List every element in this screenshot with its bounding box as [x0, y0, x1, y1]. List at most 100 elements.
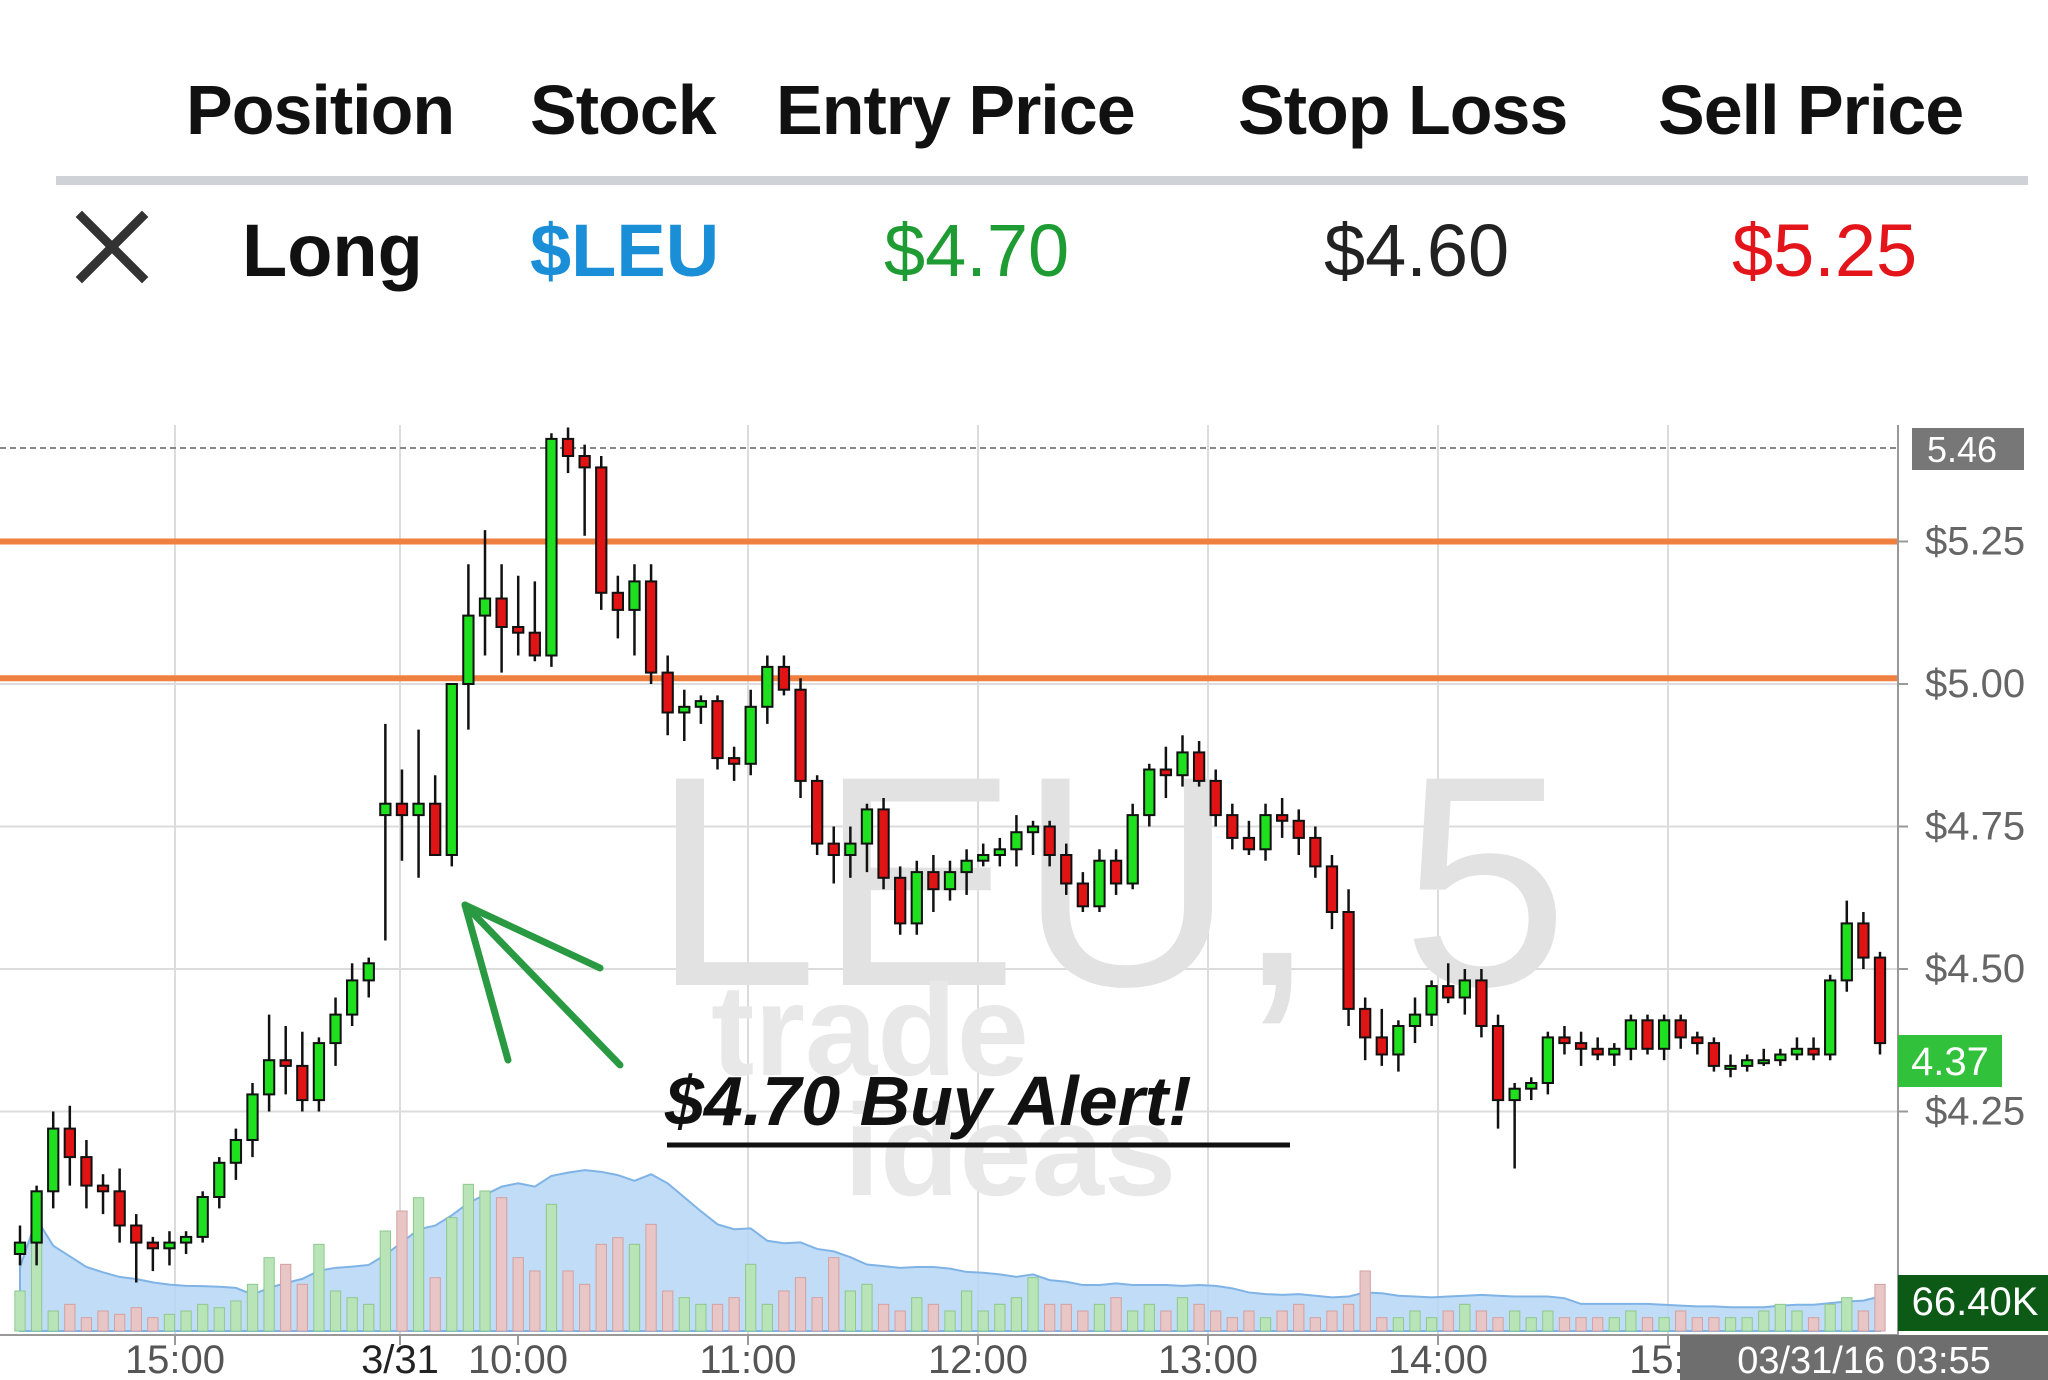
candle: [429, 775, 442, 857]
time-tick-label: 15:00: [125, 1338, 225, 1380]
volume-bar: [479, 1190, 491, 1332]
candle-body: [47, 1127, 60, 1193]
volume-bar: [977, 1310, 989, 1332]
candle-body: [1873, 956, 1887, 1045]
stock-symbol-link[interactable]: $LEU: [530, 209, 720, 292]
volume-bar: [1043, 1303, 1056, 1332]
candle: [1026, 820, 1040, 855]
volume-bar: [1708, 1317, 1720, 1332]
time-tick-label: 11:00: [699, 1338, 796, 1380]
candle: [1873, 951, 1887, 1055]
volume-bar: [1608, 1317, 1620, 1332]
candle: [860, 803, 874, 873]
volume-bar: [1641, 1317, 1654, 1332]
candle: [777, 655, 791, 696]
price-tick-label: $4.75: [1925, 805, 2025, 849]
time-tick-label: 12:00: [928, 1338, 1028, 1380]
volume-bar: [911, 1297, 923, 1332]
high-price-marker: 5.46: [1927, 429, 1997, 470]
candle: [1176, 735, 1189, 787]
candle-body: [1010, 831, 1023, 851]
volume-bar: [130, 1307, 142, 1332]
candle-body: [578, 455, 591, 469]
candle-body: [1325, 865, 1339, 913]
volume-bar: [894, 1310, 906, 1332]
candle: [1010, 815, 1023, 867]
candle: [13, 1225, 27, 1266]
candle-body: [1093, 859, 1106, 908]
volume-bar: [197, 1303, 209, 1332]
candle: [1259, 803, 1272, 861]
candle-body: [844, 842, 857, 857]
volume-bar: [1093, 1303, 1106, 1332]
candle: [163, 1231, 176, 1266]
volume-bar: [1459, 1303, 1471, 1332]
candle: [395, 769, 409, 861]
candle-body: [1475, 979, 1488, 1028]
volume-bar: [662, 1290, 674, 1332]
candle-body: [1674, 1019, 1687, 1039]
candle: [379, 723, 392, 941]
candle: [1691, 1031, 1704, 1055]
candle: [827, 826, 840, 884]
candlestick-chart[interactable]: LEU, 5 trade ideas $4.70 Buy Alert! $5.25…: [0, 425, 2048, 1380]
candle: [296, 1031, 309, 1112]
volume-bar: [1326, 1310, 1338, 1332]
candle-body: [312, 1042, 326, 1102]
candle-body: [1641, 1019, 1654, 1050]
candle-body: [130, 1224, 143, 1244]
candle: [711, 695, 724, 770]
volume-bar: [429, 1277, 441, 1332]
candle: [661, 655, 674, 736]
candle-body: [777, 665, 791, 691]
candle-body: [345, 979, 359, 1016]
volume-bar: [296, 1283, 308, 1332]
volume-bar: [446, 1217, 458, 1332]
candle-body: [1408, 1013, 1422, 1027]
candle: [1707, 1037, 1721, 1072]
candle: [744, 689, 757, 776]
candle: [694, 695, 708, 724]
candle-body: [877, 808, 890, 879]
candle: [1541, 1031, 1555, 1095]
candle-body: [196, 1196, 209, 1238]
candle: [345, 963, 359, 1026]
time-axis: 15:00 3/31 10:00 11:00 12:00 13:00 14:00 15:0: [125, 1335, 1707, 1380]
volume-bar: [595, 1243, 607, 1332]
candle-body: [1624, 1019, 1638, 1050]
candle: [1724, 1054, 1737, 1078]
candle-body: [927, 871, 940, 891]
volume-bar: [628, 1243, 641, 1332]
candle: [877, 798, 890, 890]
entry-price-value: $4.70: [884, 209, 1070, 292]
candle-body: [412, 802, 425, 817]
volume-bar: [1342, 1303, 1355, 1332]
candle-body: [827, 842, 840, 857]
candle-body: [1740, 1059, 1754, 1067]
candle: [113, 1168, 126, 1243]
candle-body: [1026, 825, 1040, 834]
candle: [412, 729, 425, 878]
candle: [1740, 1054, 1754, 1072]
candle: [512, 575, 525, 656]
time-tick-label: 10:00: [468, 1338, 568, 1380]
volume-bar: [844, 1290, 857, 1332]
candle: [1558, 1026, 1571, 1055]
volume-bar: [1675, 1310, 1687, 1332]
candle-body: [1508, 1087, 1521, 1102]
volume-bar: [14, 1290, 26, 1332]
volume-bar: [545, 1203, 558, 1332]
volume-bar: [1193, 1303, 1205, 1332]
candle-body: [163, 1241, 176, 1250]
candle-body: [1143, 768, 1156, 817]
close-icon[interactable]: [70, 205, 154, 289]
candle: [927, 855, 940, 912]
candle: [1126, 803, 1139, 890]
volume-bar: [1442, 1310, 1454, 1332]
candle: [943, 860, 957, 901]
target-lines[interactable]: [0, 538, 1898, 682]
candle-body: [63, 1127, 76, 1159]
volume-bar: [1226, 1317, 1238, 1332]
volume-bar: [1143, 1303, 1155, 1332]
volume-bar: [695, 1303, 707, 1332]
